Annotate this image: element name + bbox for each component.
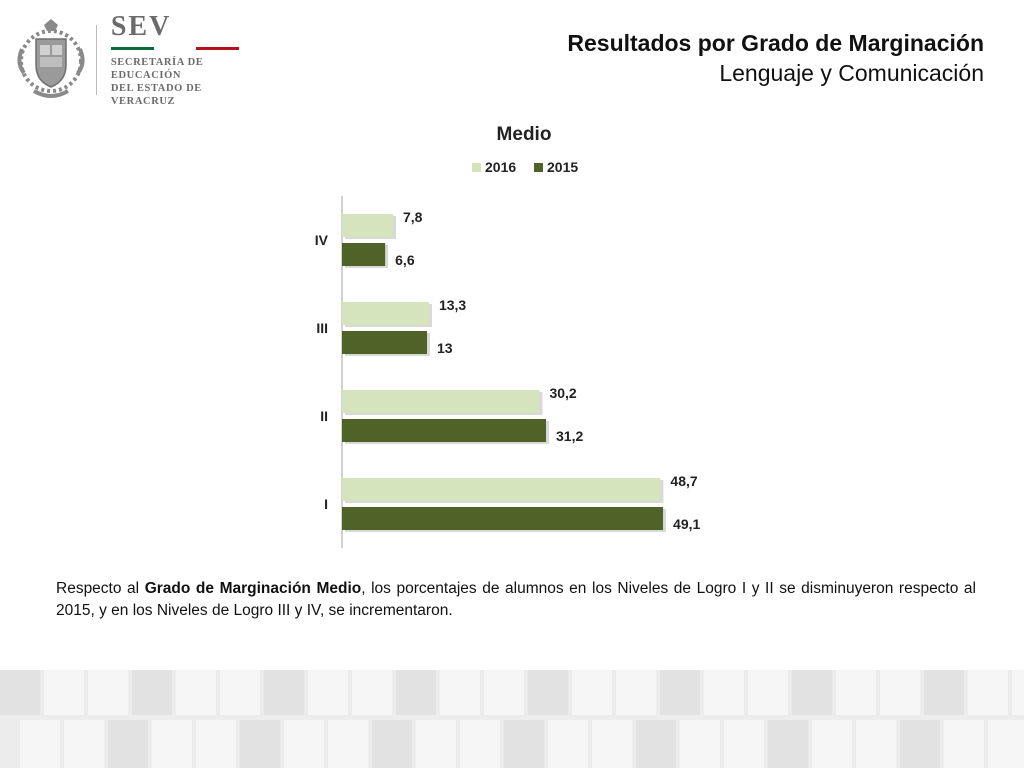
footer-tile <box>592 720 632 768</box>
slide-title-block: Resultados por Grado de Marginación Leng… <box>567 28 984 88</box>
data-label-2016-II: 30,2 <box>549 385 576 401</box>
footer-tile <box>196 720 236 768</box>
decorative-footer <box>0 670 1024 768</box>
note-bold: Grado de Marginación Medio <box>144 580 362 597</box>
footer-tile <box>220 670 260 715</box>
explanatory-note: Respecto al Grado de Marginación Medio, … <box>56 578 976 622</box>
bar-2016-I <box>342 478 661 501</box>
data-label-2016-IV: 7,8 <box>403 209 423 225</box>
footer-tile <box>680 720 720 768</box>
footer-tile <box>660 670 700 715</box>
data-label-2015-II: 31,2 <box>556 428 583 444</box>
footer-tile <box>240 720 280 768</box>
footer-tile <box>108 720 148 768</box>
data-label-2015-I: 49,1 <box>673 516 700 532</box>
legend-label-2016: 2016 <box>485 159 516 175</box>
slide-title: Resultados por Grado de Marginación <box>567 30 984 56</box>
logo-text: SEV SECRETARÍA DE EDUCACIÓN DEL ESTADO D… <box>110 10 254 108</box>
logo-line-2: DEL ESTADO DE VERACRUZ <box>110 82 202 107</box>
chart-title: Medio <box>497 124 552 145</box>
footer-tile <box>328 720 368 768</box>
footer-tile <box>812 720 852 768</box>
footer-tile <box>352 670 392 715</box>
legend-label-2015: 2015 <box>547 159 578 175</box>
footer-tile <box>460 720 500 768</box>
footer-tile <box>968 670 1008 715</box>
footer-tile <box>856 720 896 768</box>
footer-tile <box>836 670 876 715</box>
footer-tile <box>900 720 940 768</box>
logo-divider <box>96 25 97 95</box>
footer-tile <box>284 720 324 768</box>
logo-tricolor-rule <box>110 46 239 50</box>
footer-tile <box>64 720 104 768</box>
footer-tile <box>944 720 984 768</box>
footer-tile <box>308 670 348 715</box>
bar-2015-II <box>342 419 546 442</box>
bar-2016-II <box>342 390 540 413</box>
legend-swatch-2016 <box>472 163 481 172</box>
footer-tile <box>724 720 764 768</box>
footer-tile <box>616 670 656 715</box>
category-label-I: I <box>324 496 328 512</box>
footer-tile <box>704 670 744 715</box>
veracruz-seal-icon <box>14 17 88 103</box>
bar-2015-IV <box>342 243 386 266</box>
footer-tile <box>484 670 524 715</box>
footer-tile <box>528 670 568 715</box>
category-label-IV: IV <box>315 232 329 248</box>
bar-2015-I <box>342 507 664 530</box>
bar-2016-IV <box>342 214 393 237</box>
bar-chart: Medio 2016 2015 IV 7,8 6,6 III 13,3 13 II 30,2 31,2… <box>315 124 701 548</box>
logo-line-1: SECRETARÍA DE EDUCACIÓN <box>110 56 204 81</box>
note-prefix: Respecto al <box>56 580 145 597</box>
footer-tile <box>264 670 304 715</box>
footer-tile <box>1012 670 1024 715</box>
footer-tile <box>924 670 964 715</box>
footer-tile <box>176 670 216 715</box>
note-suffix: , los porcentajes de alumnos en los Nive… <box>56 580 976 619</box>
footer-tile <box>768 720 808 768</box>
footer-tile <box>880 670 920 715</box>
footer-tile <box>748 670 788 715</box>
data-label-2015-III: 13 <box>437 340 453 356</box>
footer-tile <box>88 670 128 715</box>
bar-2015-III <box>342 331 427 354</box>
footer-tile <box>988 720 1024 768</box>
sev-logo: SEV SECRETARÍA DE EDUCACIÓN DEL ESTADO D… <box>14 10 254 108</box>
footer-tile <box>0 670 40 715</box>
footer-tile <box>152 720 192 768</box>
legend-swatch-2015 <box>534 163 543 172</box>
footer-tile <box>792 670 832 715</box>
footer-tile <box>132 670 172 715</box>
footer-tile <box>372 720 412 768</box>
footer-tile <box>572 670 612 715</box>
footer-tile <box>20 720 60 768</box>
slide-subtitle: Lenguaje y Comunicación <box>719 60 984 86</box>
category-label-II: II <box>320 408 328 424</box>
data-label-2016-I: 48,7 <box>670 473 697 489</box>
footer-tile <box>440 670 480 715</box>
data-label-2016-III: 13,3 <box>439 297 466 313</box>
bar-2016-III <box>342 302 429 325</box>
footer-tile <box>416 720 456 768</box>
footer-tile <box>396 670 436 715</box>
footer-tile <box>636 720 676 768</box>
category-label-III: III <box>316 320 328 336</box>
footer-tile <box>504 720 544 768</box>
footer-tile <box>44 670 84 715</box>
logo-brand: SEV <box>110 10 172 42</box>
data-label-2015-IV: 6,6 <box>395 252 415 268</box>
footer-tile <box>548 720 588 768</box>
